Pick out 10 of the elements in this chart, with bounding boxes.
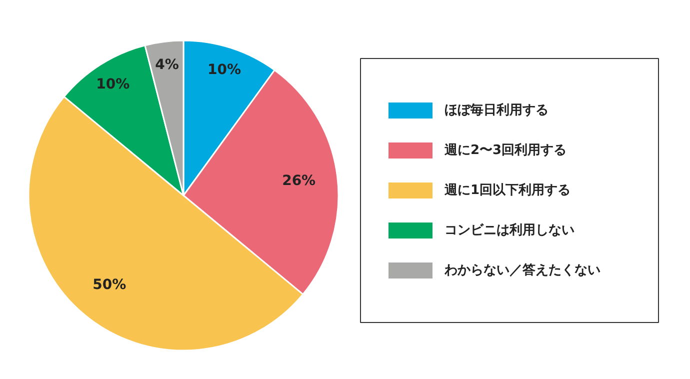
legend-label: 週に1回以下利用する [444, 182, 571, 198]
legend-label: わからない／答えたくない [444, 263, 600, 278]
data-label: 10% [96, 76, 130, 92]
data-label: 4% [155, 56, 179, 73]
data-label: 26% [282, 172, 316, 189]
data-label: 50% [92, 277, 126, 294]
legend-label: 週に2〜3回利用する [444, 142, 567, 158]
data-label: 10% [207, 62, 241, 78]
legend-label: コンビニは利用しない [444, 222, 574, 238]
legend-label: ほぼ毎日利用する [444, 102, 548, 118]
